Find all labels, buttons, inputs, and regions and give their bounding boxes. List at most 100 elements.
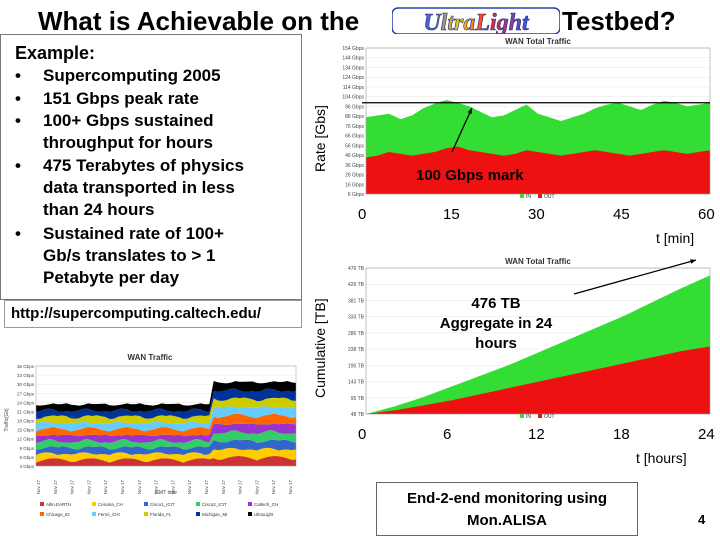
rate-x-tick: 60 (698, 206, 715, 223)
small-legend-label: Cisco1_ICIT (150, 502, 175, 507)
y-tick-label: 76 Gbps (345, 124, 364, 130)
small-x-tick: Nov 17 (238, 480, 243, 495)
small-y-tick: 18 Gbps (17, 419, 35, 424)
small-x-tick: Nov 17 (36, 480, 41, 495)
small-chart-xlabel: GMT time (155, 490, 177, 496)
cumulative-chart-svg: WAN Total Traffic 476 TB 429 TB 381 TB 333 T… (334, 254, 718, 422)
y-tick-label: 48 TB (351, 412, 365, 418)
stack-layer (36, 447, 296, 463)
stack-layer (36, 388, 296, 419)
small-legend-label: Chicago_ID (46, 512, 70, 517)
small-x-tick: Nov 17 (187, 480, 192, 495)
wan-traffic-small-chart: WAN Traffic Traffic[Gb] 36 Gbps 33 Gbps 30 G… (0, 328, 302, 540)
legend-label: OUT (544, 194, 555, 200)
small-chart-ylabel: Traffic[Gb] (4, 408, 10, 432)
cumulative-x-unit: t [hours] (636, 450, 687, 466)
bullet-line: 100+ Gbps sustained (43, 111, 214, 130)
y-tick-label: 66 Gbps (345, 134, 364, 140)
example-textbox: Example: • Supercomputing 2005 • 151 Gbps p… (0, 34, 302, 300)
legend-swatch (520, 414, 524, 418)
y-tick-label: 190 TB (348, 363, 365, 369)
small-x-tick: Nov 17 (254, 480, 259, 495)
y-tick-label: 16 Gbps (345, 182, 364, 188)
small-x-tick: Nov 17 (86, 480, 91, 495)
svg-text:UltraLight: UltraLight (423, 10, 530, 36)
small-x-tick: Nov 17 (137, 480, 142, 495)
y-tick-label: 6 Gbps (348, 192, 365, 198)
small-legend-swatch (92, 512, 96, 516)
annotation-arrowhead-icon (467, 108, 472, 114)
y-tick-label: 143 TB (348, 380, 365, 386)
small-legend-label: Michigan_MI (202, 512, 228, 517)
rate-x-unit: t [min] (656, 230, 695, 246)
small-legend-swatch (144, 512, 148, 516)
small-x-tick: Nov 17 (288, 480, 293, 495)
y-tick-label: 26 Gbps (345, 173, 364, 179)
stack-layer (36, 423, 296, 444)
annotation-arrow (451, 107, 473, 153)
small-y-tick: 24 Gbps (17, 400, 35, 405)
small-x-tick: Nov 17 (53, 480, 58, 495)
small-legend-swatch (196, 502, 200, 506)
cumulative-x-tick: 24 (698, 426, 715, 443)
callout-line-1: 476 TB (471, 295, 521, 312)
small-legend-swatch (248, 502, 252, 506)
title-left-text: What is Achievable on the (38, 6, 360, 36)
small-legend-swatch (144, 502, 148, 506)
chart-title: WAN Total Traffic (505, 37, 571, 46)
legend-label: OUT (544, 414, 555, 420)
legend-swatch (538, 414, 542, 418)
annotation-arrow (573, 259, 697, 295)
small-x-tick: Nov 17 (170, 480, 175, 495)
small-legend-label: Cenaria_CH (98, 502, 123, 507)
legend-swatch (538, 194, 542, 198)
small-y-tick: 3 Gbps (19, 464, 34, 469)
small-legend-label: Fermi_CHI (98, 512, 120, 517)
y-tick-label: 124 Gbps (342, 75, 364, 81)
cumulative-x-tick: 6 (443, 426, 452, 443)
small-legend-swatch (248, 512, 252, 516)
example-heading: Example: (15, 43, 96, 63)
y-tick-label: 238 TB (348, 347, 365, 353)
y-tick-label: 144 Gbps (342, 56, 364, 62)
y-tick-label: 114 Gbps (343, 85, 365, 91)
stack-layer (36, 406, 296, 432)
small-legend-label: AllIn.EARTH (46, 502, 71, 507)
y-tick-label: 56 Gbps (345, 143, 364, 149)
small-x-tick: Nov 17 (204, 480, 209, 495)
bullet-dot-icon: • (15, 88, 21, 108)
small-y-tick: 6 Gbps (19, 455, 34, 460)
rate-x-tick: 45 (613, 206, 630, 223)
small-legend-swatch (40, 502, 44, 506)
bullet-dot-icon: • (15, 66, 21, 85)
rate-x-tick: 0 (358, 206, 367, 223)
small-y-tick: 9 Gbps (19, 446, 34, 451)
chart-title: WAN Total Traffic (505, 257, 571, 266)
y-tick-label: 154 Gbps (342, 46, 364, 52)
y-tick-label: 36 Gbps (345, 163, 364, 169)
rate-axis-label: Rate [Gbs] (312, 105, 328, 172)
rate-x-tick: 15 (443, 206, 460, 223)
stack-layer (36, 381, 296, 412)
small-x-tick: Nov 17 (221, 480, 226, 495)
small-y-tick: 27 Gbps (17, 391, 35, 396)
bullet-line: 151 Gbps peak rate (43, 88, 199, 108)
small-x-tick: Nov 17 (120, 480, 125, 495)
stack-layer (36, 439, 296, 456)
cumulative-axis-label: Cumulative [TB] (312, 298, 328, 398)
caltech-url[interactable]: http://supercomputing.caltech.edu/ (4, 300, 302, 328)
area-series-out (366, 146, 710, 194)
legend-swatch (520, 194, 524, 198)
small-legend-label: Cisco2_ICIT (202, 502, 227, 507)
small-x-tick: Nov 17 (103, 480, 108, 495)
cumulative-x-tick: 18 (613, 426, 630, 443)
bullet-dot-icon: • (15, 223, 21, 243)
small-x-tick: Nov 17 (271, 480, 276, 495)
small-y-tick: 33 Gbps (17, 373, 35, 378)
legend-label: IN (526, 414, 531, 420)
y-tick-label: 429 TB (348, 282, 365, 288)
legend-label: IN (526, 194, 531, 200)
small-y-tick: 15 Gbps (17, 428, 35, 433)
page-number: 4 (698, 512, 706, 527)
y-tick-label: 86 Gbps (345, 114, 364, 120)
